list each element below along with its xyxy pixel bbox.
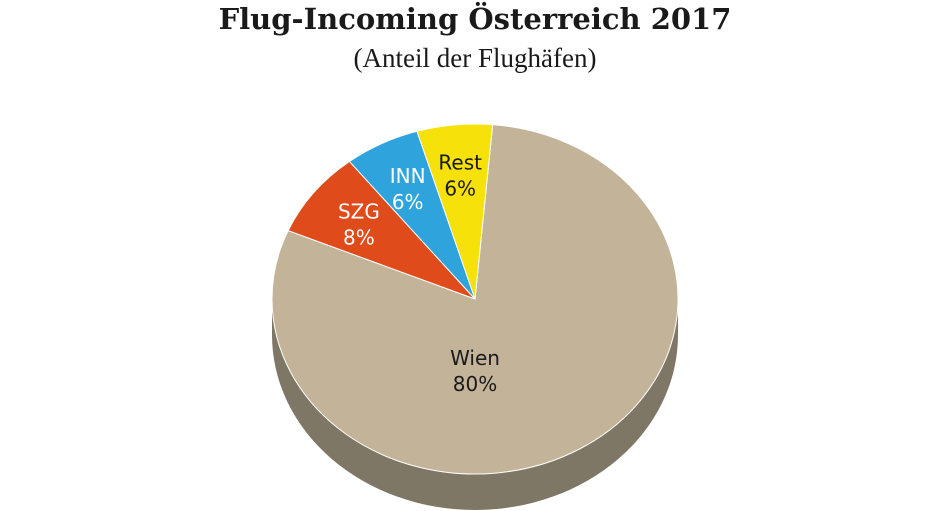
chart-subtitle: (Anteil der Flughäfen) xyxy=(353,43,597,73)
slice-name-inn: INN xyxy=(390,164,426,188)
pie-slice-wien xyxy=(271,124,679,475)
chart-title: Flug-Incoming Österreich 2017 xyxy=(218,2,732,36)
pie-side-wien xyxy=(272,299,678,510)
slice-name-szg: SZG xyxy=(338,200,380,224)
slice-value-szg: 8% xyxy=(343,226,375,250)
pie-slice-szg xyxy=(287,160,476,300)
pie-top xyxy=(271,123,679,475)
pie-depth xyxy=(272,299,678,510)
pie-slice-rest xyxy=(416,123,494,300)
slice-value-inn: 6% xyxy=(392,190,424,214)
slice-value-wien: 80% xyxy=(453,372,497,396)
slice-name-wien: Wien xyxy=(450,346,500,370)
slice-name-rest: Rest xyxy=(438,151,482,175)
slice-value-rest: 6% xyxy=(444,177,476,201)
